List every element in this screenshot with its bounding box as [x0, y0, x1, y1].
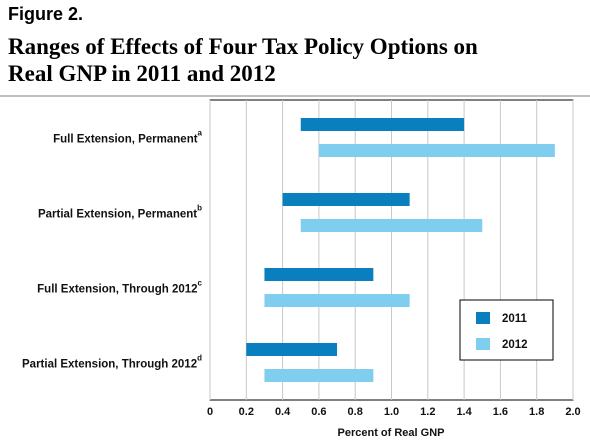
- category-label: Partial Extension, Through 2012d: [22, 354, 202, 371]
- x-tick-label: 1.8: [529, 406, 544, 418]
- x-tick-label: 1.4: [456, 406, 472, 418]
- category-name: Full Extension, Through 2012: [37, 284, 197, 296]
- range-bar: [264, 369, 374, 382]
- category-note: d: [197, 354, 202, 363]
- legend-label: 2011: [502, 313, 528, 325]
- range-bar: [300, 118, 465, 131]
- x-tick-label: 0.8: [348, 406, 363, 418]
- x-tick-label: 0.4: [275, 406, 291, 418]
- x-tick-label: 0.2: [239, 406, 254, 418]
- chart-title: Ranges of Effects of Four Tax Policy Opt…: [8, 34, 478, 86]
- legend-swatch: [476, 312, 490, 324]
- category-label: Full Extension, Through 2012c: [37, 279, 202, 296]
- legend-label: 2012: [502, 339, 528, 351]
- x-tick-label: 1.6: [493, 406, 508, 418]
- category-name: Full Extension, Permanent: [53, 134, 198, 146]
- legend-box: [459, 299, 554, 361]
- x-tick-label: 2.0: [565, 406, 580, 418]
- range-bar: [318, 144, 555, 157]
- category-label: Full Extension, Permanenta: [53, 129, 202, 146]
- category-note: c: [198, 279, 203, 288]
- figure-label: Figure 2.: [8, 4, 84, 24]
- x-tick-label: 1.0: [384, 406, 399, 418]
- range-bar: [282, 193, 410, 206]
- category-note: a: [198, 129, 203, 138]
- x-tick-label: 0.6: [311, 406, 326, 418]
- range-bar: [300, 219, 483, 232]
- category-name: Partial Extension, Through 2012: [22, 359, 197, 371]
- category-label: Partial Extension, Permanentb: [38, 204, 202, 221]
- x-axis-label: Percent of Real GNP: [338, 427, 445, 439]
- range-bar: [246, 343, 338, 356]
- range-bar: [264, 268, 374, 281]
- category-name: Partial Extension, Permanent: [38, 209, 197, 221]
- legend-swatch: [476, 338, 490, 350]
- x-tick-label: 1.2: [420, 406, 435, 418]
- category-note: b: [197, 204, 202, 213]
- x-tick-label: 0: [207, 406, 213, 418]
- range-bar: [264, 294, 410, 307]
